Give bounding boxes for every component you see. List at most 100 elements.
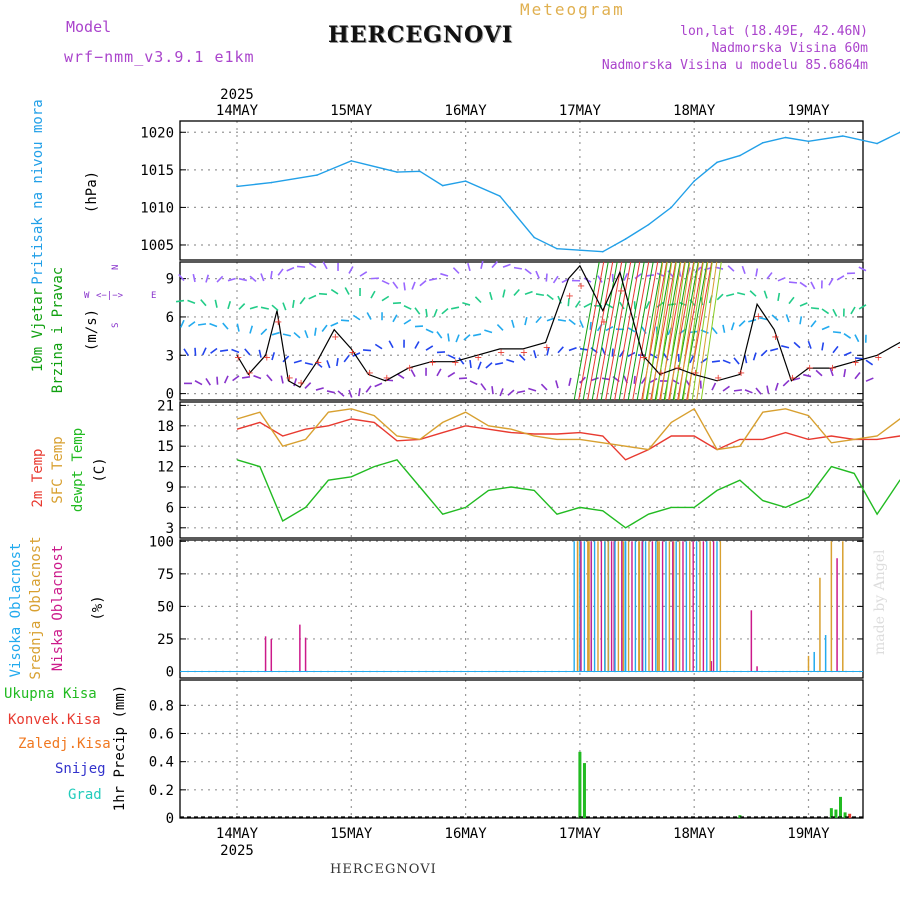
ylabel-pressure-unit: (hPa) [84, 171, 100, 213]
wind-arrow [227, 277, 236, 282]
wind-arrow [321, 324, 328, 333]
wind-gust-marker: + [674, 363, 682, 374]
wind-arrow [433, 308, 438, 318]
ylabel-cloud-unit: (%) [90, 595, 106, 620]
wind-arrow [491, 386, 494, 395]
pressure-point [396, 171, 398, 173]
pressure-point [316, 174, 318, 176]
wind-arrow [359, 271, 368, 277]
pressure-point [556, 247, 558, 250]
pressure-point [841, 135, 844, 137]
y-tick-label: 100 [149, 534, 174, 550]
x-tick-label-top: 14MAY [216, 103, 259, 119]
wind-arrow [258, 349, 262, 358]
wind-arrow [513, 266, 523, 270]
wind-gust-marker: + [897, 342, 900, 353]
ylabel-low-cloud: Niska Oblacnost [50, 545, 66, 671]
wind-arrow [502, 289, 506, 298]
wind-arrow [348, 266, 354, 274]
wind-arrow [344, 287, 350, 295]
wind-gust-marker: + [565, 291, 573, 302]
wind-arrow [337, 390, 345, 397]
wind-arrow [782, 379, 790, 387]
wind-gust-marker: + [577, 281, 585, 292]
y-tick-label: 1010 [140, 200, 174, 216]
wind-arrow [645, 274, 655, 277]
wind-speed-line [236, 264, 900, 388]
wind-gust-marker: + [297, 378, 305, 389]
ylabel-pressure: Pritisak na nivou mora [30, 99, 46, 284]
wind-arrow [711, 327, 718, 335]
wind-arrow [766, 272, 773, 280]
wind-hatch-line [696, 261, 718, 401]
pressure-point [647, 223, 650, 226]
wind-arrow [832, 308, 838, 317]
wind-arrow [821, 325, 830, 331]
wind-arrow [419, 280, 427, 287]
y-tick-label: 21 [157, 398, 174, 414]
wind-arrow [524, 317, 528, 326]
ylabel-mid-cloud: Srednja Oblacnost [28, 536, 44, 679]
wind-arrow [770, 347, 779, 352]
wind-gust-marker: + [754, 312, 762, 323]
x-tick-label-top: 16MAY [445, 103, 488, 119]
wind-arrow [722, 385, 730, 392]
precip-legend-3: Snijeg [55, 761, 106, 777]
wind-arrow [850, 306, 856, 315]
wind-arrow [286, 266, 295, 272]
precip-bar [578, 751, 582, 818]
wind-arrow [429, 277, 438, 281]
wind-arrow [749, 290, 757, 297]
wind-arrow [567, 298, 570, 307]
wind-arrow [774, 382, 779, 391]
wind-arrow [231, 348, 240, 354]
wind-hatch-line [655, 261, 677, 401]
wind-arrow [766, 385, 770, 394]
wind-arrow [832, 345, 839, 354]
y-tick-label: 12 [157, 460, 174, 476]
x-tick-label-top: 17MAY [559, 103, 602, 119]
wind-arrow [821, 342, 825, 351]
precip-legend-2: Zaledj.Kisa [18, 736, 111, 752]
precip-bar [848, 813, 852, 818]
wind-gust-marker: + [451, 358, 459, 369]
footer-station: HERCEGNOVI [330, 862, 437, 877]
pressure-point [579, 249, 581, 252]
wind-arrow [506, 358, 515, 363]
wind-arrow [244, 348, 251, 356]
wind-hatch-line [660, 261, 682, 401]
ylabel-wind-dir: Brzina i Pravac [50, 267, 66, 393]
pressure-point [876, 142, 878, 145]
wind-arrow [535, 270, 540, 279]
wind-arrow [634, 273, 642, 280]
wind-arrow [832, 331, 842, 334]
wind-arrow [326, 390, 335, 394]
model-elevation-label: Nadmorska Visina u modelu 85.6864m [601, 58, 868, 73]
wind-arrow [854, 334, 860, 343]
wind-arrow [619, 301, 625, 310]
wind-arrow [304, 382, 312, 389]
wind-arrow [829, 368, 834, 377]
ylabel-wind: 10m Vjetar [30, 288, 46, 372]
wind-arrow [843, 332, 852, 339]
ylabel-dew: dewpt Temp [70, 428, 86, 512]
panel-2: 3 6 9 12 15 18 21 [157, 398, 864, 539]
wind-arrow [403, 305, 412, 310]
wind-hatch-line [636, 261, 663, 401]
wind-hatch-line [578, 261, 605, 401]
wind-arrow [469, 380, 478, 386]
wind-arrow [715, 266, 724, 270]
wind-arrow [777, 292, 781, 302]
chart-title: Meteogram [520, 0, 625, 19]
wind-arrow [322, 261, 328, 270]
wind-arrow [480, 383, 487, 391]
wind-arrow [733, 389, 743, 392]
ylabel-sfc: SFC Temp [50, 436, 66, 503]
wind-arrow [727, 265, 735, 272]
wind-arrow [589, 321, 592, 330]
wind-arrow [517, 390, 526, 394]
x-axis-labels: 14MAY 14MAY 15MAY 15MAY 16MAY 16MAY 17MAY 17MAY… [216, 87, 830, 859]
wind-hatch-line [691, 261, 713, 401]
panel-1: 0 3 6 9 [166, 261, 864, 403]
